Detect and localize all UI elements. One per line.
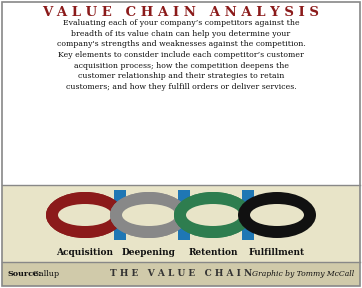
Ellipse shape — [174, 192, 252, 238]
Ellipse shape — [238, 192, 316, 238]
Text: V A L U E   C H A I N   A N A L Y S I S: V A L U E C H A I N A N A L Y S I S — [43, 6, 319, 19]
Text: Source:: Source: — [8, 270, 42, 278]
Ellipse shape — [250, 204, 304, 226]
Ellipse shape — [122, 204, 176, 226]
Text: Retention: Retention — [188, 248, 238, 257]
Bar — [241, 190, 254, 240]
Text: Deepening: Deepening — [122, 248, 176, 257]
Ellipse shape — [46, 192, 124, 238]
Text: Graphic by Tommy McCall: Graphic by Tommy McCall — [252, 270, 354, 278]
Bar — [178, 190, 190, 240]
Text: Acquisition: Acquisition — [56, 248, 114, 257]
Ellipse shape — [186, 204, 240, 226]
Bar — [2, 262, 360, 286]
Ellipse shape — [110, 192, 188, 238]
Text: Evaluating each of your company’s competitors against the
breadth of its value c: Evaluating each of your company’s compet… — [56, 19, 306, 91]
Bar — [114, 190, 126, 240]
Text: Fulfillment: Fulfillment — [249, 248, 305, 257]
Ellipse shape — [186, 204, 240, 226]
Ellipse shape — [110, 192, 188, 238]
Ellipse shape — [58, 204, 112, 226]
Ellipse shape — [46, 192, 124, 238]
Text: Gallup: Gallup — [30, 270, 59, 278]
Bar — [2, 185, 360, 262]
Text: T H E   V A L U E   C H A I N: T H E V A L U E C H A I N — [110, 270, 252, 278]
Ellipse shape — [58, 204, 112, 226]
Bar — [2, 2, 360, 185]
Ellipse shape — [122, 204, 176, 226]
Ellipse shape — [174, 192, 252, 238]
